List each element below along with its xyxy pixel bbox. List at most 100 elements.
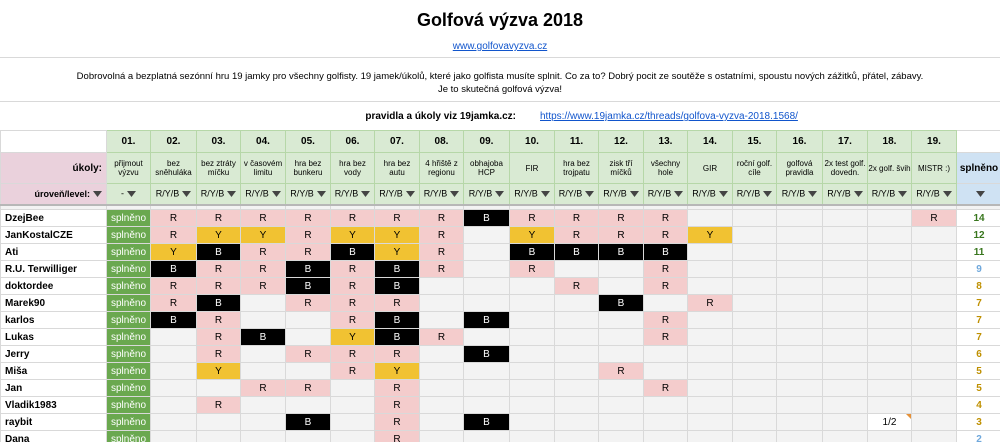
task-cell[interactable]: B xyxy=(285,413,331,431)
task-cell[interactable] xyxy=(463,294,510,312)
task-cell[interactable] xyxy=(911,243,957,261)
level-filter-4[interactable]: R/Y/B xyxy=(240,183,286,205)
task-cell[interactable] xyxy=(150,362,197,380)
task-cell[interactable] xyxy=(150,430,197,442)
task-cell[interactable]: R xyxy=(240,243,286,261)
task-cell[interactable] xyxy=(776,243,823,261)
task-cell[interactable]: R xyxy=(419,226,464,244)
task-cell[interactable] xyxy=(822,226,868,244)
task-cell[interactable] xyxy=(285,328,331,346)
task-cell[interactable] xyxy=(776,345,823,363)
task-cell[interactable] xyxy=(867,328,912,346)
level-filter-15[interactable]: R/Y/B xyxy=(732,183,777,205)
task-cell[interactable] xyxy=(240,430,286,442)
task-cell[interactable] xyxy=(776,260,823,278)
task-cell[interactable] xyxy=(911,362,957,380)
task-cell[interactable] xyxy=(911,379,957,397)
task-cell[interactable]: R xyxy=(330,311,375,329)
task-cell[interactable] xyxy=(822,430,868,442)
task-cell[interactable]: 1/2 xyxy=(867,413,912,431)
accepted-cell[interactable]: splněno xyxy=(106,413,151,431)
level-filter-5[interactable]: R/Y/B xyxy=(285,183,331,205)
task-cell[interactable] xyxy=(643,413,688,431)
task-cell[interactable] xyxy=(732,430,777,442)
task-cell[interactable]: Y xyxy=(374,226,420,244)
task-cell[interactable]: Y xyxy=(509,226,555,244)
task-cell[interactable] xyxy=(732,243,777,261)
task-cell[interactable]: R xyxy=(419,260,464,278)
task-cell[interactable]: B xyxy=(463,413,510,431)
task-cell[interactable]: R xyxy=(643,226,688,244)
task-cell[interactable] xyxy=(554,413,599,431)
task-cell[interactable]: B xyxy=(196,294,241,312)
task-cell[interactable]: R xyxy=(285,243,331,261)
task-cell[interactable] xyxy=(732,396,777,414)
task-cell[interactable]: R xyxy=(598,362,644,380)
task-cell[interactable]: B xyxy=(150,311,197,329)
player-name[interactable]: Jerry xyxy=(0,345,107,363)
accepted-cell[interactable]: splněno xyxy=(106,311,151,329)
task-cell[interactable] xyxy=(643,430,688,442)
task-cell[interactable] xyxy=(867,209,912,227)
task-cell[interactable] xyxy=(330,413,375,431)
task-cell[interactable]: B xyxy=(463,209,510,227)
task-cell[interactable] xyxy=(150,345,197,363)
accepted-cell[interactable]: splněno xyxy=(106,209,151,227)
task-cell[interactable]: R xyxy=(240,260,286,278)
task-cell[interactable] xyxy=(509,413,555,431)
task-cell[interactable]: B xyxy=(598,243,644,261)
task-cell[interactable]: R xyxy=(196,260,241,278)
task-cell[interactable] xyxy=(509,362,555,380)
task-cell[interactable] xyxy=(822,243,868,261)
level-filter-1[interactable]: - xyxy=(106,183,151,205)
task-cell[interactable] xyxy=(196,379,241,397)
task-cell[interactable] xyxy=(150,379,197,397)
task-cell[interactable] xyxy=(463,243,510,261)
task-cell[interactable] xyxy=(911,396,957,414)
task-cell[interactable]: R xyxy=(285,209,331,227)
task-cell[interactable] xyxy=(732,260,777,278)
task-cell[interactable] xyxy=(776,413,823,431)
task-cell[interactable]: B xyxy=(150,260,197,278)
task-cell[interactable] xyxy=(911,226,957,244)
task-cell[interactable] xyxy=(867,396,912,414)
task-cell[interactable] xyxy=(822,311,868,329)
task-cell[interactable]: R xyxy=(374,396,420,414)
task-cell[interactable] xyxy=(419,345,464,363)
task-cell[interactable]: B xyxy=(285,260,331,278)
task-cell[interactable]: R xyxy=(643,328,688,346)
task-cell[interactable] xyxy=(732,209,777,227)
player-name[interactable]: raybit xyxy=(0,413,107,431)
task-cell[interactable]: R xyxy=(285,226,331,244)
task-cell[interactable]: R xyxy=(330,362,375,380)
task-cell[interactable]: R xyxy=(240,277,286,295)
task-cell[interactable]: R xyxy=(419,328,464,346)
task-cell[interactable]: B xyxy=(374,260,420,278)
task-cell[interactable] xyxy=(822,345,868,363)
task-cell[interactable] xyxy=(776,396,823,414)
task-cell[interactable]: Y xyxy=(196,362,241,380)
task-cell[interactable] xyxy=(822,379,868,397)
task-cell[interactable] xyxy=(867,379,912,397)
task-cell[interactable]: Y xyxy=(330,226,375,244)
task-cell[interactable] xyxy=(240,413,286,431)
task-cell[interactable] xyxy=(687,260,733,278)
task-cell[interactable] xyxy=(150,413,197,431)
task-cell[interactable] xyxy=(330,396,375,414)
level-filter-14[interactable]: R/Y/B xyxy=(687,183,733,205)
task-cell[interactable] xyxy=(867,362,912,380)
task-cell[interactable] xyxy=(509,396,555,414)
level-filter-7[interactable]: R/Y/B xyxy=(374,183,420,205)
accepted-cell[interactable]: splněno xyxy=(106,430,151,442)
task-cell[interactable]: R xyxy=(643,379,688,397)
task-cell[interactable] xyxy=(554,311,599,329)
task-cell[interactable] xyxy=(598,345,644,363)
task-cell[interactable] xyxy=(732,362,777,380)
player-name[interactable]: doktordee xyxy=(0,277,107,295)
task-cell[interactable] xyxy=(643,345,688,363)
task-cell[interactable] xyxy=(598,328,644,346)
task-cell[interactable] xyxy=(285,430,331,442)
task-cell[interactable] xyxy=(822,260,868,278)
task-cell[interactable]: R xyxy=(196,345,241,363)
task-cell[interactable]: B xyxy=(463,345,510,363)
